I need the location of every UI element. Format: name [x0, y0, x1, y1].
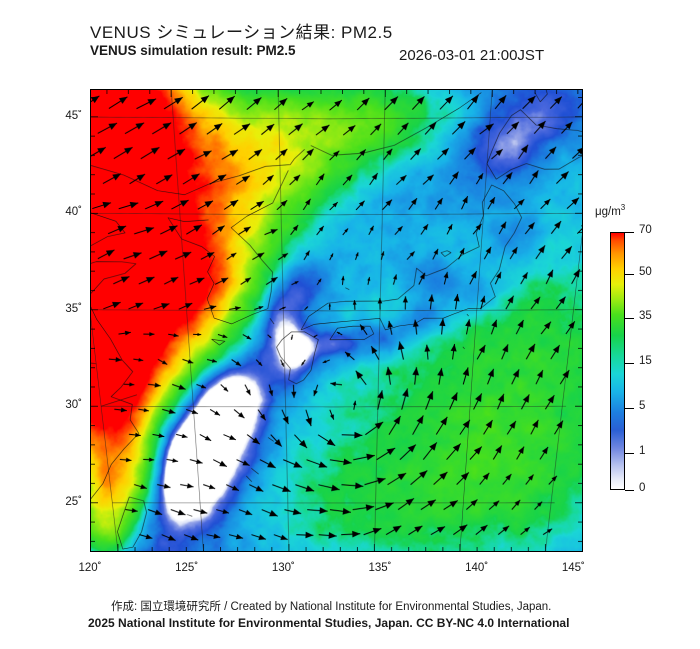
colorbar-tick-label: 35 — [639, 310, 652, 322]
page-title-japanese: VENUS シミュレーション結果: PM2.5 — [90, 23, 393, 42]
colorbar-tick-mark — [625, 274, 634, 275]
latitude-tick-label: 45˚ — [65, 109, 82, 122]
colorbar-tick-mark — [625, 232, 634, 233]
longitude-tick-label: 120˚ — [78, 562, 102, 574]
longitude-tick-label: 130˚ — [271, 562, 295, 574]
colorbar-unit-exponent: 3 — [620, 203, 626, 212]
colorbar-tick-mark — [625, 318, 634, 319]
colorbar-tick-mark — [625, 363, 634, 364]
footer-credit-line: 作成: 国立環境研究所 / Created by National Instit… — [111, 601, 552, 613]
pm25-concentration-map — [91, 90, 582, 551]
map-plot-area — [90, 89, 583, 552]
latitude-tick-label: 25˚ — [65, 495, 82, 508]
latitude-tick-label: 30˚ — [65, 399, 82, 412]
colorbar-tick-mark — [625, 490, 634, 491]
colorbar-tick-label: 70 — [639, 224, 652, 236]
footer-license-line: 2025 National Institute for Environmenta… — [88, 616, 570, 630]
latitude-tick-label: 40˚ — [65, 206, 82, 219]
colorbar-unit-label: μg/m3 — [595, 203, 625, 218]
colorbar-tick-mark — [625, 408, 634, 409]
colorbar-tick-label: 50 — [639, 266, 652, 278]
longitude-tick-label: 140˚ — [465, 562, 489, 574]
longitude-tick-label: 135˚ — [368, 562, 392, 574]
colorbar-tick-label: 0 — [639, 482, 646, 494]
latitude-tick-label: 35˚ — [65, 302, 82, 315]
colorbar-tick-label: 1 — [639, 445, 646, 457]
longitude-tick-label: 145˚ — [561, 562, 585, 574]
page-title-english: VENUS simulation result: PM2.5 — [90, 43, 296, 58]
timestamp-label: 2026-03-01 21:00JST — [399, 47, 545, 64]
longitude-tick-label: 125˚ — [175, 562, 199, 574]
colorbar-unit-text: μg/m — [595, 205, 621, 218]
colorbar-gradient — [610, 232, 625, 490]
colorbar-tick-mark — [625, 453, 634, 454]
colorbar-tick-label: 5 — [639, 400, 646, 412]
colorbar-tick-label: 15 — [639, 355, 652, 367]
